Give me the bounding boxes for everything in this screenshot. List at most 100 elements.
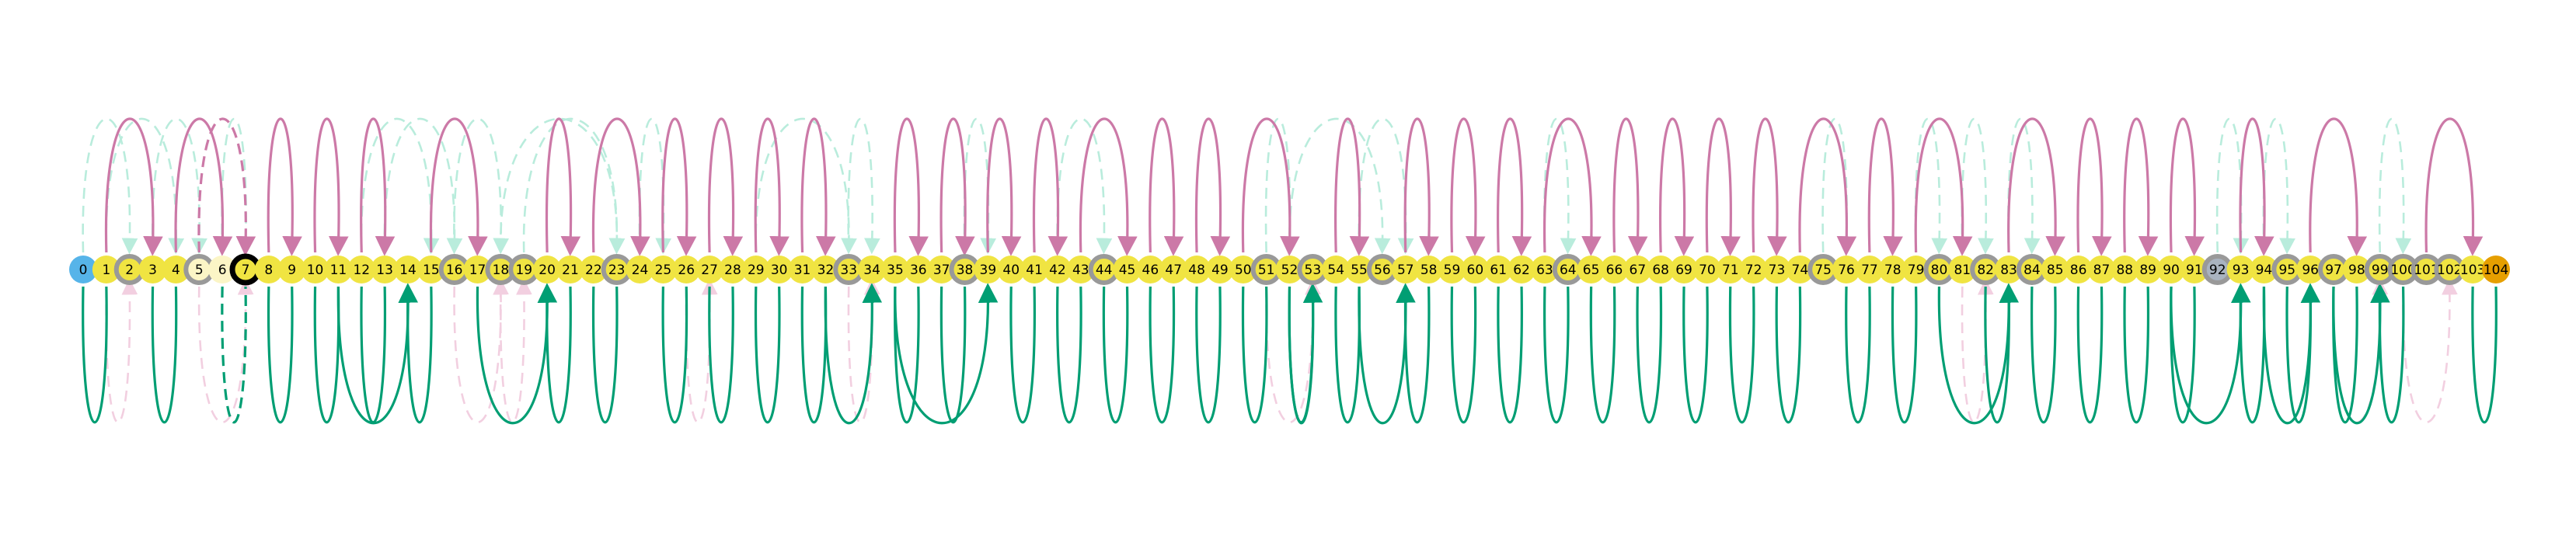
node-13-label: 13 bbox=[376, 263, 393, 278]
top-arc-66-67 bbox=[1612, 117, 1648, 256]
node-54: 54 bbox=[1322, 256, 1351, 283]
node-76: 76 bbox=[1832, 256, 1861, 283]
node-64-label: 64 bbox=[1560, 263, 1577, 278]
node-57: 57 bbox=[1391, 256, 1420, 283]
bottom-arrow-arc-35-39 bbox=[894, 283, 999, 425]
node-94-circle bbox=[2250, 256, 2278, 283]
node-46-label: 46 bbox=[1142, 263, 1159, 278]
faint-bottom-arc-26-27 bbox=[685, 278, 718, 423]
node-61: 61 bbox=[1484, 256, 1513, 283]
top-arc-48-49 bbox=[1194, 117, 1231, 256]
faint-top-arc-52-56 bbox=[1288, 117, 1391, 255]
node-61-circle bbox=[1484, 256, 1513, 283]
node-71: 71 bbox=[1716, 256, 1745, 283]
node-97-label: 97 bbox=[2325, 263, 2342, 278]
node-89-label: 89 bbox=[2139, 263, 2156, 278]
top-arc-77-78 bbox=[1867, 117, 1903, 256]
top-dashed-arc-5-7 bbox=[197, 117, 256, 256]
bottom-arc-103-104 bbox=[2471, 286, 2498, 424]
node-40-circle bbox=[997, 256, 1026, 283]
node-89-circle bbox=[2134, 256, 2163, 283]
node-78-label: 78 bbox=[1884, 263, 1901, 278]
node-30-label: 30 bbox=[771, 263, 788, 278]
node-103: 103 bbox=[2459, 256, 2487, 283]
node-91-circle bbox=[2180, 256, 2208, 283]
node-12: 12 bbox=[347, 256, 376, 283]
node-15: 15 bbox=[417, 256, 445, 283]
node-104: 104 bbox=[2482, 256, 2510, 283]
node-14: 14 bbox=[393, 256, 422, 283]
node-39-label: 39 bbox=[980, 263, 997, 278]
bottom-arrow-arc-80-83 bbox=[1937, 283, 2020, 425]
node-4-circle bbox=[162, 256, 190, 283]
node-36-circle bbox=[904, 256, 932, 283]
node-101-label: 101 bbox=[2414, 263, 2438, 278]
top-arc-50-52 bbox=[1241, 117, 1300, 256]
node-78-circle bbox=[1878, 256, 1907, 283]
node-25-label: 25 bbox=[655, 263, 672, 278]
node-51-label: 51 bbox=[1258, 263, 1275, 278]
node-21-circle bbox=[556, 256, 584, 283]
node-59: 59 bbox=[1438, 256, 1466, 283]
faint-bottom-arc-100-102 bbox=[2402, 278, 2458, 423]
node-41-label: 41 bbox=[1026, 263, 1043, 278]
node-88-circle bbox=[2111, 256, 2139, 283]
node-3-circle bbox=[138, 256, 167, 283]
faint-top-arc-1-4 bbox=[105, 117, 185, 255]
faint-top-arc-13-16 bbox=[383, 117, 463, 255]
faint-top-arc-75-76 bbox=[1821, 117, 1855, 255]
node-87: 87 bbox=[2087, 256, 2116, 283]
node-63: 63 bbox=[1530, 256, 1559, 283]
node-10-label: 10 bbox=[307, 263, 324, 278]
faint-top-arc-12-15 bbox=[360, 117, 440, 255]
node-52: 52 bbox=[1275, 256, 1304, 283]
faint-top-arc-63-64 bbox=[1543, 117, 1577, 255]
node-49-label: 49 bbox=[1211, 263, 1229, 278]
faint-top-arc-92-93 bbox=[2215, 117, 2250, 255]
bottom-dashed-arc-6-7 bbox=[221, 286, 247, 424]
faint-top-arc-51-52 bbox=[1264, 117, 1298, 255]
node-54-circle bbox=[1322, 256, 1351, 283]
node-79-label: 79 bbox=[1908, 263, 1925, 278]
bottom-arc-99-100 bbox=[2378, 286, 2405, 424]
top-arc-35-36 bbox=[893, 117, 929, 256]
node-31: 31 bbox=[788, 256, 817, 283]
node-69-circle bbox=[1670, 256, 1699, 283]
top-arc-57-58 bbox=[1403, 117, 1439, 256]
top-arc-86-87 bbox=[2076, 117, 2112, 256]
bottom-arc-40-41 bbox=[1009, 286, 1036, 424]
bottom-arc-12-13 bbox=[360, 286, 387, 424]
node-83: 83 bbox=[1995, 256, 2024, 283]
node-67-circle bbox=[1623, 256, 1652, 283]
node-58-label: 58 bbox=[1420, 263, 1438, 278]
node-56-label: 56 bbox=[1374, 263, 1391, 278]
node-57-circle bbox=[1391, 256, 1420, 283]
bottom-arc-95-96 bbox=[2285, 286, 2313, 424]
node-22-label: 22 bbox=[585, 263, 602, 278]
bottom-arc-31-32 bbox=[800, 286, 828, 424]
top-arc-39-40 bbox=[986, 117, 1022, 256]
node-47: 47 bbox=[1159, 256, 1188, 283]
node-36-label: 36 bbox=[910, 263, 927, 278]
top-arc-29-30 bbox=[754, 117, 790, 256]
node-74-label: 74 bbox=[1792, 263, 1809, 278]
top-arc-93-94 bbox=[2239, 117, 2274, 256]
node-1-label: 1 bbox=[102, 263, 110, 278]
bottom-arc-35-36 bbox=[894, 286, 920, 424]
node-57-label: 57 bbox=[1397, 263, 1414, 278]
node-81-circle bbox=[1948, 256, 1977, 283]
node-30: 30 bbox=[765, 256, 793, 283]
node-8: 8 bbox=[254, 256, 283, 283]
bottom-arc-27-28 bbox=[708, 286, 734, 424]
node-27-label: 27 bbox=[701, 263, 718, 278]
node-29-label: 29 bbox=[748, 263, 765, 278]
bottom-arrow-arc-17-20 bbox=[476, 283, 558, 425]
node-14-circle bbox=[393, 256, 422, 283]
faint-bottom-arc-33-34 bbox=[847, 278, 880, 423]
node-30-circle bbox=[765, 256, 793, 283]
top-arc-4-6 bbox=[174, 117, 233, 256]
bottom-arc-82-83 bbox=[1984, 286, 2010, 424]
node-66-label: 66 bbox=[1606, 263, 1623, 278]
node-100-label: 100 bbox=[2390, 263, 2415, 278]
node-45-label: 45 bbox=[1119, 263, 1136, 278]
